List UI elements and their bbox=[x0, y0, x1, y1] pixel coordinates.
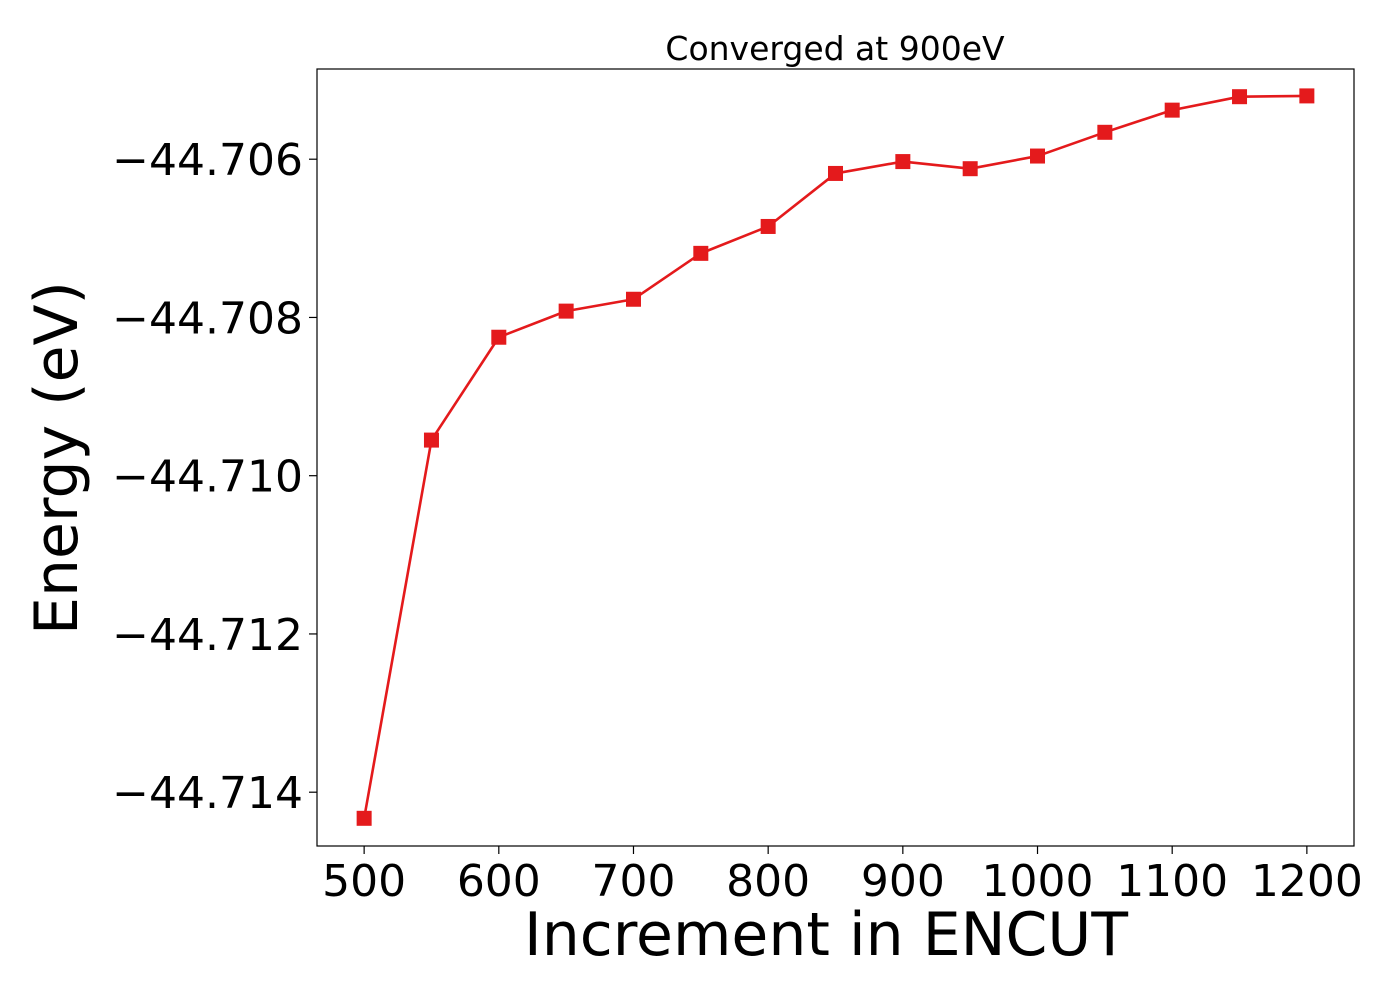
x-tick-label: 700 bbox=[591, 856, 675, 907]
data-point-marker bbox=[491, 329, 507, 345]
data-point-marker bbox=[1299, 88, 1315, 104]
x-axis: 500 600 700 800 900 1000 1100 1200 bbox=[322, 846, 1363, 907]
data-point-marker bbox=[625, 291, 641, 307]
y-tick-label: −44.712 bbox=[112, 610, 303, 661]
data-point-marker bbox=[356, 810, 372, 826]
y-tick-label: −44.710 bbox=[112, 452, 303, 503]
y-tick-label: −44.708 bbox=[112, 293, 303, 344]
data-point-marker bbox=[423, 432, 439, 448]
x-axis-label: Increment in ENCUT bbox=[524, 900, 1128, 970]
x-tick-label: 900 bbox=[861, 856, 945, 907]
plot-area-frame bbox=[316, 68, 1355, 847]
x-tick-label: 1100 bbox=[1116, 856, 1228, 907]
y-tick-label: −44.714 bbox=[112, 768, 303, 819]
x-tick-label: 500 bbox=[322, 856, 406, 907]
data-point-marker bbox=[828, 165, 843, 181]
y-axis: −44.706 −44.708 −44.710 −44.712 −44.714 bbox=[112, 135, 317, 819]
x-tick-label: 1000 bbox=[982, 856, 1094, 907]
data-point-marker bbox=[1164, 102, 1180, 118]
x-tick-label: 800 bbox=[726, 856, 810, 907]
y-tick-label: −44.706 bbox=[112, 135, 303, 186]
data-point-marker bbox=[558, 303, 574, 319]
data-point-marker bbox=[895, 154, 911, 170]
chart-title: Converged at 900eV bbox=[665, 29, 1005, 68]
x-tick-label: 600 bbox=[457, 856, 541, 907]
x-tick-label: 1200 bbox=[1251, 856, 1363, 907]
data-point-marker bbox=[962, 161, 978, 177]
data-point-marker bbox=[1232, 89, 1248, 105]
series-line bbox=[362, 94, 1307, 819]
data-point-marker bbox=[693, 245, 709, 261]
y-axis-label: Energy (eV) bbox=[22, 281, 92, 635]
series-layer bbox=[356, 88, 1315, 826]
data-point-marker bbox=[1097, 124, 1113, 140]
data-point-marker bbox=[760, 218, 776, 234]
data-point-marker bbox=[1030, 148, 1046, 164]
